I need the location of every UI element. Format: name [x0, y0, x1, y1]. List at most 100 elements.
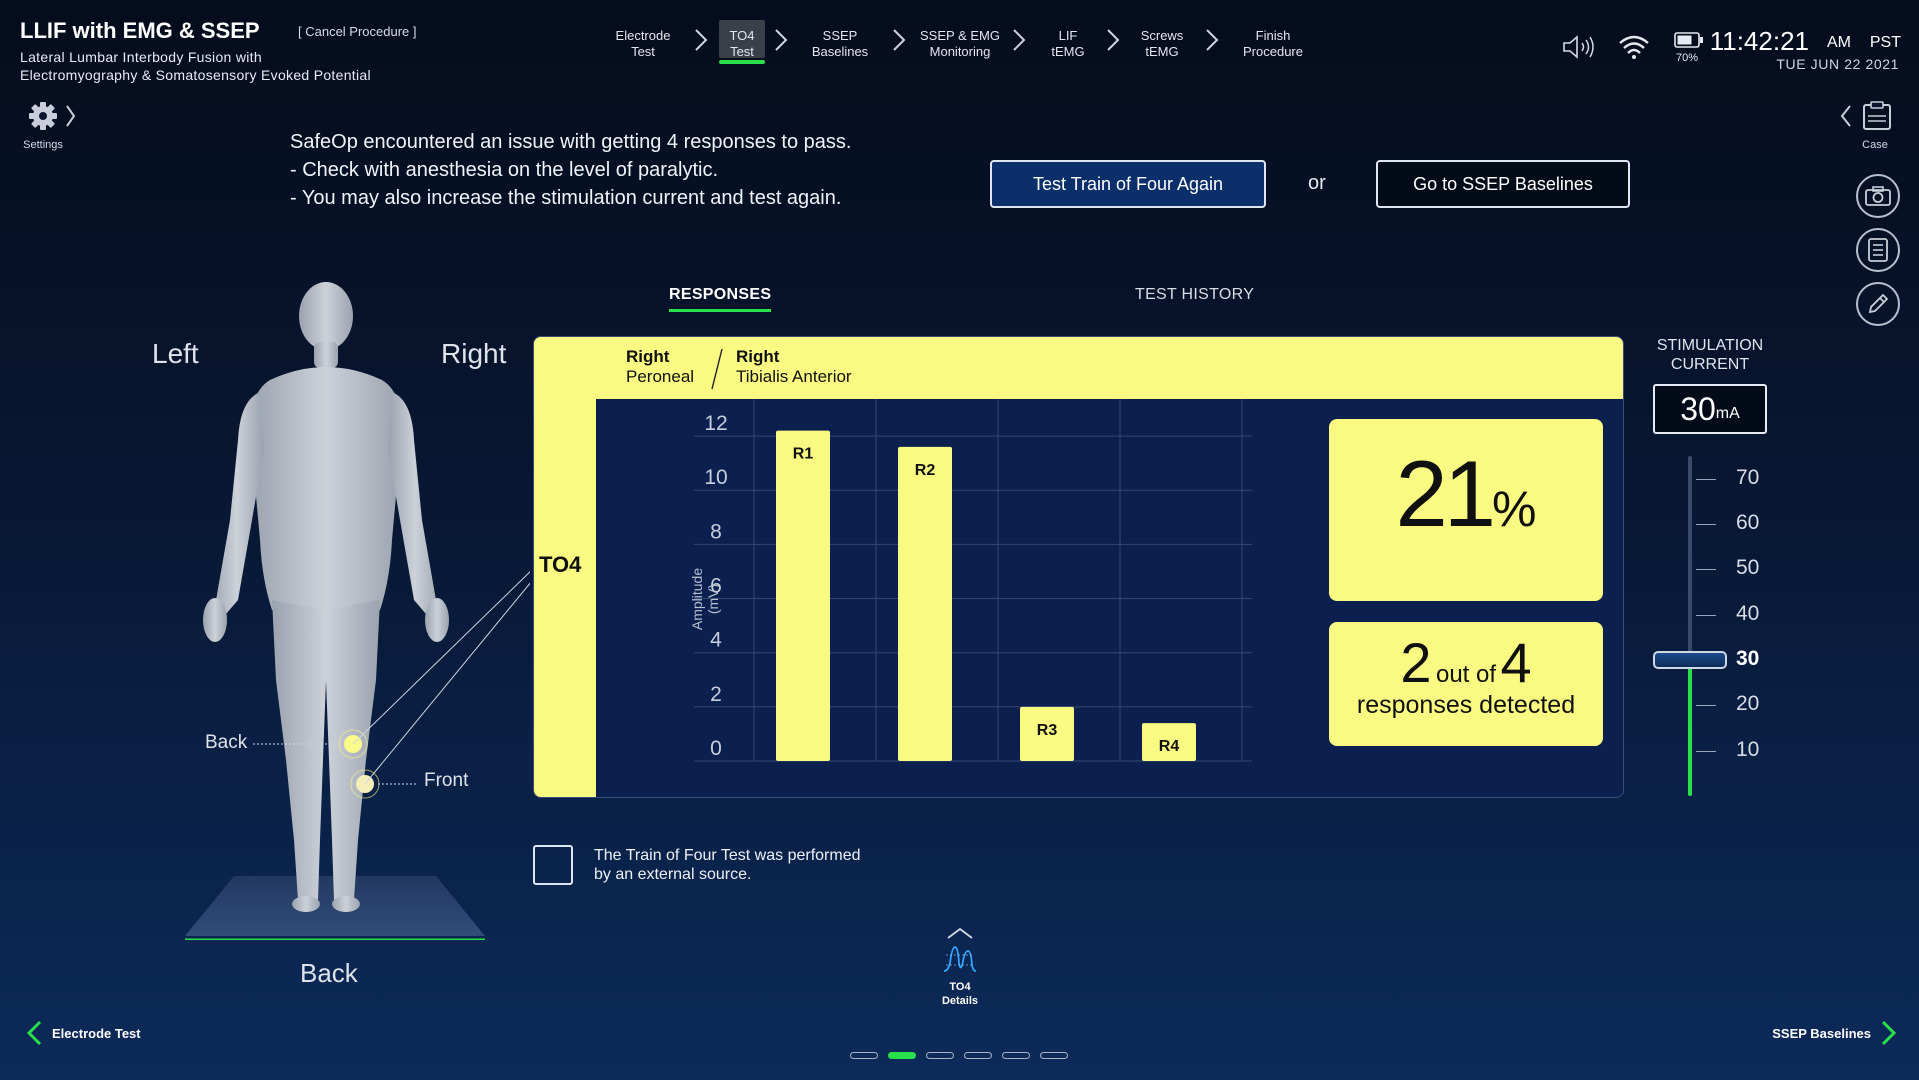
to4-details-button[interactable]: TO4 Details — [930, 926, 990, 1008]
chevron-right-icon — [1013, 29, 1026, 51]
right-side-label: Right — [441, 338, 507, 369]
detected-count: 2 — [1400, 631, 1432, 694]
muscle-2: Right Tibialis Anterior — [736, 347, 852, 387]
prev-step-button[interactable]: Electrode Test — [26, 1020, 141, 1046]
page-dot[interactable] — [926, 1052, 954, 1059]
go-to-ssep-baselines-button[interactable]: Go to SSEP Baselines — [1376, 160, 1630, 208]
pencil-icon — [1868, 293, 1889, 314]
slider-tick-label: 10 — [1736, 737, 1760, 761]
stimulation-current-display: 30 mA — [1653, 384, 1767, 434]
percent-card: 21% — [1329, 419, 1603, 601]
clipboard-icon — [1840, 101, 1891, 130]
document-icon — [1868, 238, 1888, 262]
page-dot[interactable] — [888, 1052, 916, 1059]
bar-label: R4 — [1159, 738, 1180, 755]
step-lif-temg[interactable]: LIF tEMG — [1051, 28, 1085, 59]
slider-tick — [1696, 705, 1716, 707]
percent-value: 21 — [1395, 441, 1496, 546]
battery-icon — [1674, 32, 1703, 48]
detected-of: out of — [1435, 661, 1497, 688]
clock-time: 11:42:21 — [1709, 26, 1809, 56]
step-screws-temg[interactable]: Screws tEMG — [1140, 28, 1184, 59]
amplitude-bar-chart: 0 2 4 6 8 10 12 R1 R2 R3 R4 Amplitude (mV) — [689, 399, 1252, 762]
waveform-icon — [943, 946, 977, 972]
muscle-2-name: Tibialis Anterior — [736, 367, 852, 386]
y-axis-label: Amplitude — [689, 568, 705, 630]
clock-date: TUE JUN 22 2021 — [1776, 56, 1899, 72]
settings-label: Settings — [23, 139, 63, 151]
chevron-right-icon — [1206, 29, 1219, 51]
y-tick-label: 0 — [710, 737, 722, 760]
procedure-subtitle: Lateral Lumbar Interbody Fusion with Ele… — [20, 48, 371, 84]
chevron-right-icon — [1881, 1020, 1897, 1046]
y-tick-label: 4 — [710, 629, 722, 652]
y-tick-label: 6 — [710, 575, 722, 598]
step-ssep-emg-monitoring[interactable]: SSEP & EMG Monitoring — [920, 28, 1000, 59]
page-dot[interactable] — [1002, 1052, 1030, 1059]
muscle-1: Right Peroneal — [626, 347, 694, 387]
gear-icon — [29, 102, 76, 130]
case-label: Case — [1862, 139, 1888, 151]
row-label-column — [534, 337, 596, 797]
camera-button[interactable] — [1856, 174, 1900, 218]
slider-tick-label: 50 — [1736, 556, 1760, 580]
clock-ampm: AM — [1827, 34, 1851, 51]
stim-value: 30 — [1680, 390, 1716, 427]
chevron-right-icon — [893, 29, 906, 51]
prev-step-label: Electrode Test — [52, 1025, 141, 1041]
muscle-1-name: Peroneal — [626, 367, 695, 386]
cancel-procedure-link[interactable]: [ Cancel Procedure ] — [298, 24, 417, 39]
slider-thumb[interactable] — [1653, 651, 1727, 669]
message-line-2: - Check with anesthesia on the level of … — [290, 159, 718, 181]
external-line-2: by an external source. — [594, 866, 752, 883]
speaker-icon[interactable] — [1562, 34, 1596, 60]
slider-tick-label: 60 — [1736, 511, 1760, 534]
bar-r4 — [1142, 723, 1196, 761]
slider-tick — [1696, 614, 1716, 616]
chevron-right-icon — [775, 29, 788, 51]
page-dot[interactable] — [964, 1052, 992, 1059]
slider-tick-label: 40 — [1736, 601, 1760, 625]
step-electrode-test[interactable]: Electrode Test — [615, 28, 671, 59]
bar-r1 — [776, 430, 830, 761]
slider-tick-label: 70 — [1736, 465, 1760, 489]
bar-label: R2 — [915, 462, 936, 479]
stim-label-line-2: CURRENT — [1670, 356, 1750, 373]
connector-line — [352, 571, 530, 745]
case-button[interactable]: Case — [1836, 100, 1906, 151]
slider-track — [1688, 456, 1692, 796]
step-ssep-baselines[interactable]: SSEP Baselines — [811, 28, 869, 59]
detected-total: 4 — [1500, 631, 1532, 694]
next-step-label: SSEP Baselines — [1772, 1025, 1871, 1041]
page-dot[interactable] — [850, 1052, 878, 1059]
y-tick-label: 10 — [704, 466, 727, 489]
test-train-of-four-again-button[interactable]: Test Train of Four Again — [990, 160, 1266, 208]
detected-label: responses detected — [1356, 691, 1576, 719]
page-dot[interactable] — [1040, 1052, 1068, 1059]
wifi-icon — [1619, 35, 1649, 59]
left-side-label: Left — [152, 338, 199, 369]
front-electrode-label: Front — [424, 770, 469, 791]
step-to4-test[interactable]: TO4 Test — [719, 20, 765, 64]
muscle-divider — [711, 348, 723, 390]
stimulation-slider[interactable]: 70 60 50 40 30 20 10 — [1640, 450, 1790, 800]
notes-button[interactable] — [1856, 228, 1900, 272]
tab-test-history[interactable]: TEST HISTORY — [1135, 286, 1255, 303]
responses-detected-card: 2 out of 4 responses detected — [1329, 622, 1603, 746]
subtitle-line-2: Electromyography & Somatosensory Evoked … — [20, 67, 371, 83]
slider-tick-label: 20 — [1736, 692, 1760, 716]
external-source-checkbox[interactable] — [533, 845, 573, 885]
edit-button[interactable] — [1856, 282, 1900, 326]
back-electrode-label: Back — [205, 732, 248, 753]
slider-tick — [1696, 750, 1716, 752]
bar-r3 — [1020, 706, 1074, 761]
step-finish-procedure[interactable]: Finish Procedure — [1243, 28, 1303, 59]
slider-fill — [1688, 660, 1692, 796]
tab-responses[interactable]: RESPONSES — [669, 286, 772, 312]
settings-button[interactable]: Settings — [18, 100, 88, 151]
stimulation-label: STIMULATION CURRENT — [1640, 336, 1780, 374]
next-step-button[interactable]: SSEP Baselines — [1772, 1020, 1897, 1046]
clock-timezone: PST — [1869, 34, 1901, 51]
muscle-2-side: Right — [736, 347, 780, 366]
bar-r2 — [898, 446, 952, 761]
